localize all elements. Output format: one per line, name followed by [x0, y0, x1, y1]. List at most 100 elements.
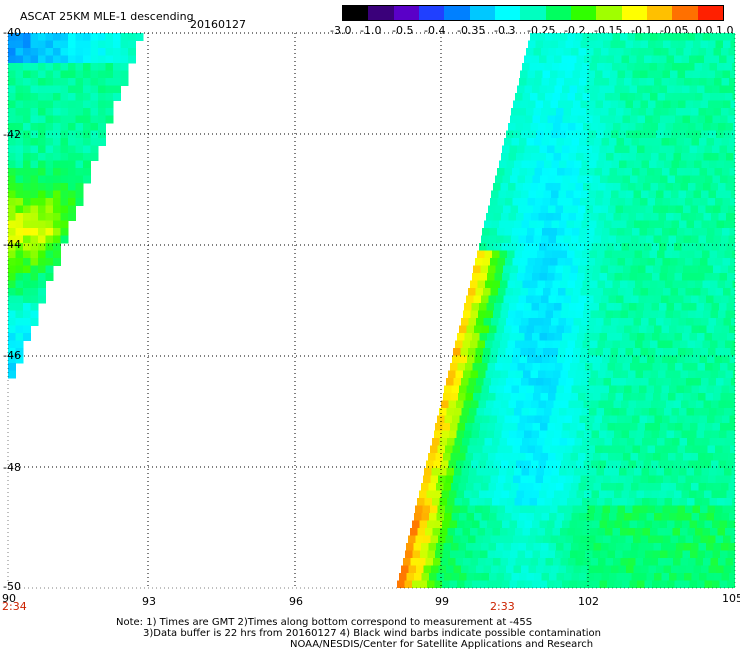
swath-cell: [23, 63, 31, 71]
swath-cell: [551, 220, 560, 229]
swath-cell: [667, 423, 676, 431]
map-frame: [7, 32, 736, 589]
swath-cell: [605, 280, 613, 289]
swath-cell: [668, 48, 677, 56]
swath-cell: [539, 243, 547, 251]
swath-cell: [675, 363, 683, 371]
swath-cell: [649, 160, 657, 169]
swath-cell: [534, 415, 543, 424]
swath-cell: [589, 250, 598, 259]
swath-cell: [730, 535, 735, 544]
swath-cell: [503, 295, 512, 304]
swath-cell: [616, 48, 624, 56]
swath-cell: [98, 33, 106, 41]
swath-cell: [83, 160, 91, 169]
swath-cell: [691, 48, 699, 56]
swath-cell: [543, 190, 552, 199]
swath-cell: [476, 318, 484, 326]
swath-cell: [593, 483, 602, 491]
swath-cell: [682, 580, 690, 588]
swath-cell: [468, 535, 476, 544]
swath-cell: [623, 205, 631, 214]
swath-cell: [511, 483, 519, 491]
swath-cell: [625, 535, 634, 544]
swath-cell: [564, 325, 572, 334]
swath-cell: [702, 438, 710, 446]
swath-cell: [580, 505, 588, 514]
swath-cell: [479, 303, 487, 311]
swath-cell: [656, 190, 664, 199]
swath-cell: [469, 438, 478, 446]
swath-cell: [622, 363, 631, 371]
swath-cell: [638, 205, 646, 214]
swath-cell: [556, 385, 565, 394]
swath-cell: [546, 460, 554, 469]
swath-cell: [724, 220, 732, 229]
swath-cell: [643, 400, 652, 409]
swath-cell: [459, 355, 468, 364]
swath-cell: [548, 543, 557, 551]
swath-cell: [681, 303, 690, 311]
swath-cell: [565, 445, 573, 454]
swath-cell: [701, 318, 709, 326]
swath-cell: [657, 498, 665, 506]
swath-cell: [586, 235, 594, 244]
swath-cell: [513, 130, 522, 139]
swath-cell: [508, 310, 516, 319]
swath-cell: [661, 543, 669, 551]
swath-cell: [479, 333, 488, 341]
swath-cell: [683, 205, 691, 214]
swath-cell: [683, 543, 692, 551]
swath-cell: [648, 348, 656, 356]
swath-cell: [15, 250, 24, 259]
swath-cell: [566, 565, 574, 574]
swath-cell: [624, 573, 632, 581]
swath-cell: [625, 348, 634, 356]
swath-cell: [484, 438, 493, 446]
swath-cell: [705, 453, 714, 461]
swath-cell: [521, 318, 529, 326]
swath-cell: [651, 153, 659, 161]
swath-cell: [431, 565, 439, 574]
swath-cell: [644, 303, 652, 311]
swath-cell: [30, 93, 39, 101]
swath-cell: [648, 318, 657, 326]
swath-cell: [537, 63, 545, 71]
swath-cell: [581, 565, 589, 574]
swath-cell: [562, 115, 571, 124]
swath-cell: [595, 475, 604, 484]
swath-cell: [658, 370, 666, 379]
swath-cell: [493, 183, 501, 191]
swath-cell: [529, 498, 538, 506]
swath-cell: [595, 40, 604, 49]
swath-cell: [687, 498, 695, 506]
swath-cell: [45, 63, 54, 71]
swath-cell: [729, 355, 735, 364]
swath-cell: [538, 123, 546, 131]
swath-cell: [544, 160, 552, 169]
swath-cell: [554, 55, 562, 64]
swath-cell: [706, 325, 715, 334]
swath-cell: [547, 333, 555, 341]
swath-cell: [643, 183, 651, 191]
swath-cell: [528, 565, 537, 574]
swath-cell: [685, 475, 694, 484]
swath-cell: [516, 430, 525, 439]
swath-cell: [659, 243, 667, 251]
swath-cell: [725, 340, 733, 349]
swath-cell: [639, 385, 647, 394]
swath-cell: [622, 333, 630, 341]
swath-cell: [23, 108, 31, 116]
swath-cell: [585, 550, 593, 559]
swath-cell: [635, 93, 643, 101]
swath-cell: [696, 303, 705, 311]
swath-cell: [660, 393, 669, 401]
swath-cell: [60, 145, 69, 154]
swath-cell: [574, 498, 583, 506]
swath-cell: [659, 273, 668, 281]
swath-cell: [689, 303, 697, 311]
swath-cell: [509, 145, 518, 154]
swath-cell: [693, 100, 701, 109]
swath-cell: [597, 340, 606, 349]
swath-cell: [23, 205, 31, 214]
